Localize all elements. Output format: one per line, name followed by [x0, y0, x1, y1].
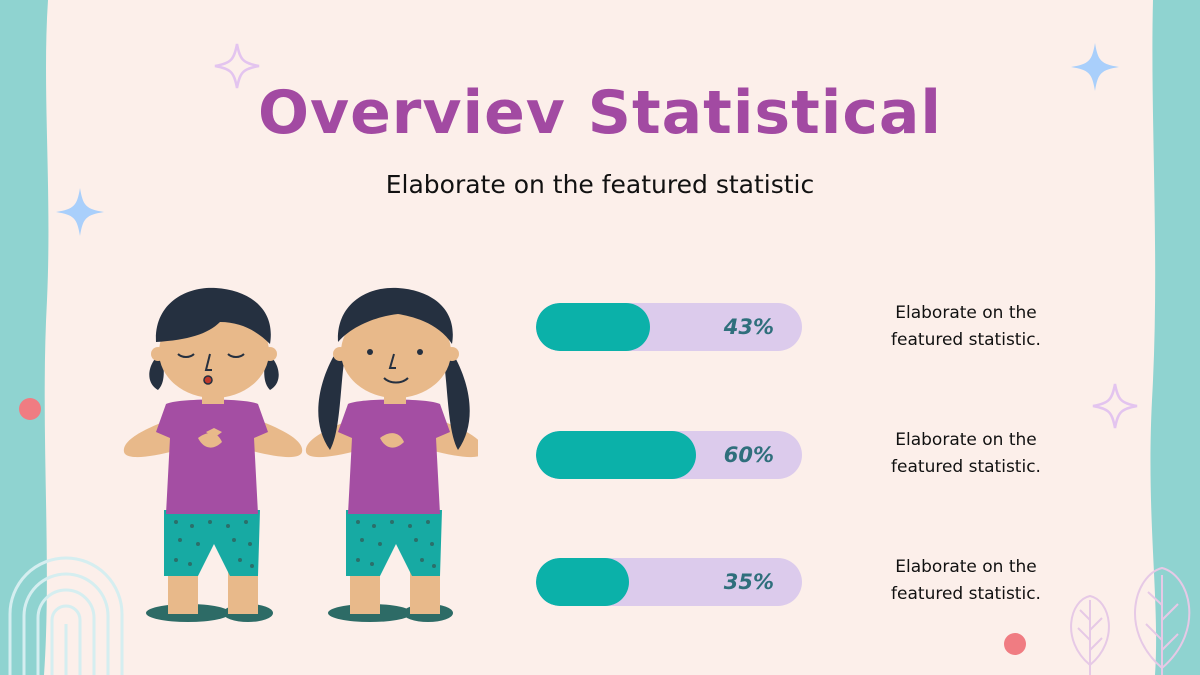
progress-bar-fill — [536, 558, 630, 606]
progress-bar-fill — [536, 303, 651, 351]
progress-percent-label: 35% — [723, 570, 774, 594]
stat-description-line: featured statistic. — [891, 330, 1041, 350]
stat-description-line: featured statistic. — [891, 457, 1041, 477]
leaf-doodle-icon — [1134, 566, 1191, 675]
stat-description-line: featured statistic. — [891, 584, 1041, 604]
girl-illustration — [305, 287, 478, 622]
stat-description-line: Elaborate on the — [895, 557, 1037, 577]
pink-dot — [1004, 633, 1026, 655]
sparkle-icon — [56, 188, 104, 236]
girls-illustration — [123, 287, 478, 622]
sparkle-icon — [1092, 383, 1138, 429]
progress-percent-label: 60% — [723, 443, 774, 467]
leaf-doodle-icon — [1070, 594, 1110, 675]
stat-description-line: Elaborate on the — [895, 430, 1037, 450]
sparkle-icon — [214, 43, 260, 89]
stat-description: Elaborate on the featured statistic. — [868, 554, 1064, 608]
progress-bar: 60% — [536, 431, 802, 479]
progress-percent-label: 43% — [723, 315, 774, 339]
progress-bar: 35% — [536, 558, 802, 606]
girl-illustration — [123, 287, 303, 622]
stat-description: Elaborate on the featured statistic. — [868, 427, 1064, 481]
stat-description: Elaborate on the featured statistic. — [868, 300, 1064, 354]
progress-bar-fill — [536, 431, 696, 479]
sparkle-icon — [1071, 43, 1119, 91]
spiral-doodle-icon — [8, 556, 124, 675]
pink-dot — [19, 398, 41, 420]
slide-title: Overviev Statistical — [258, 78, 942, 148]
slide-subtitle: Elaborate on the featured statistic — [385, 170, 815, 199]
stat-description-line: Elaborate on the — [895, 303, 1037, 323]
progress-bar: 43% — [536, 303, 802, 351]
